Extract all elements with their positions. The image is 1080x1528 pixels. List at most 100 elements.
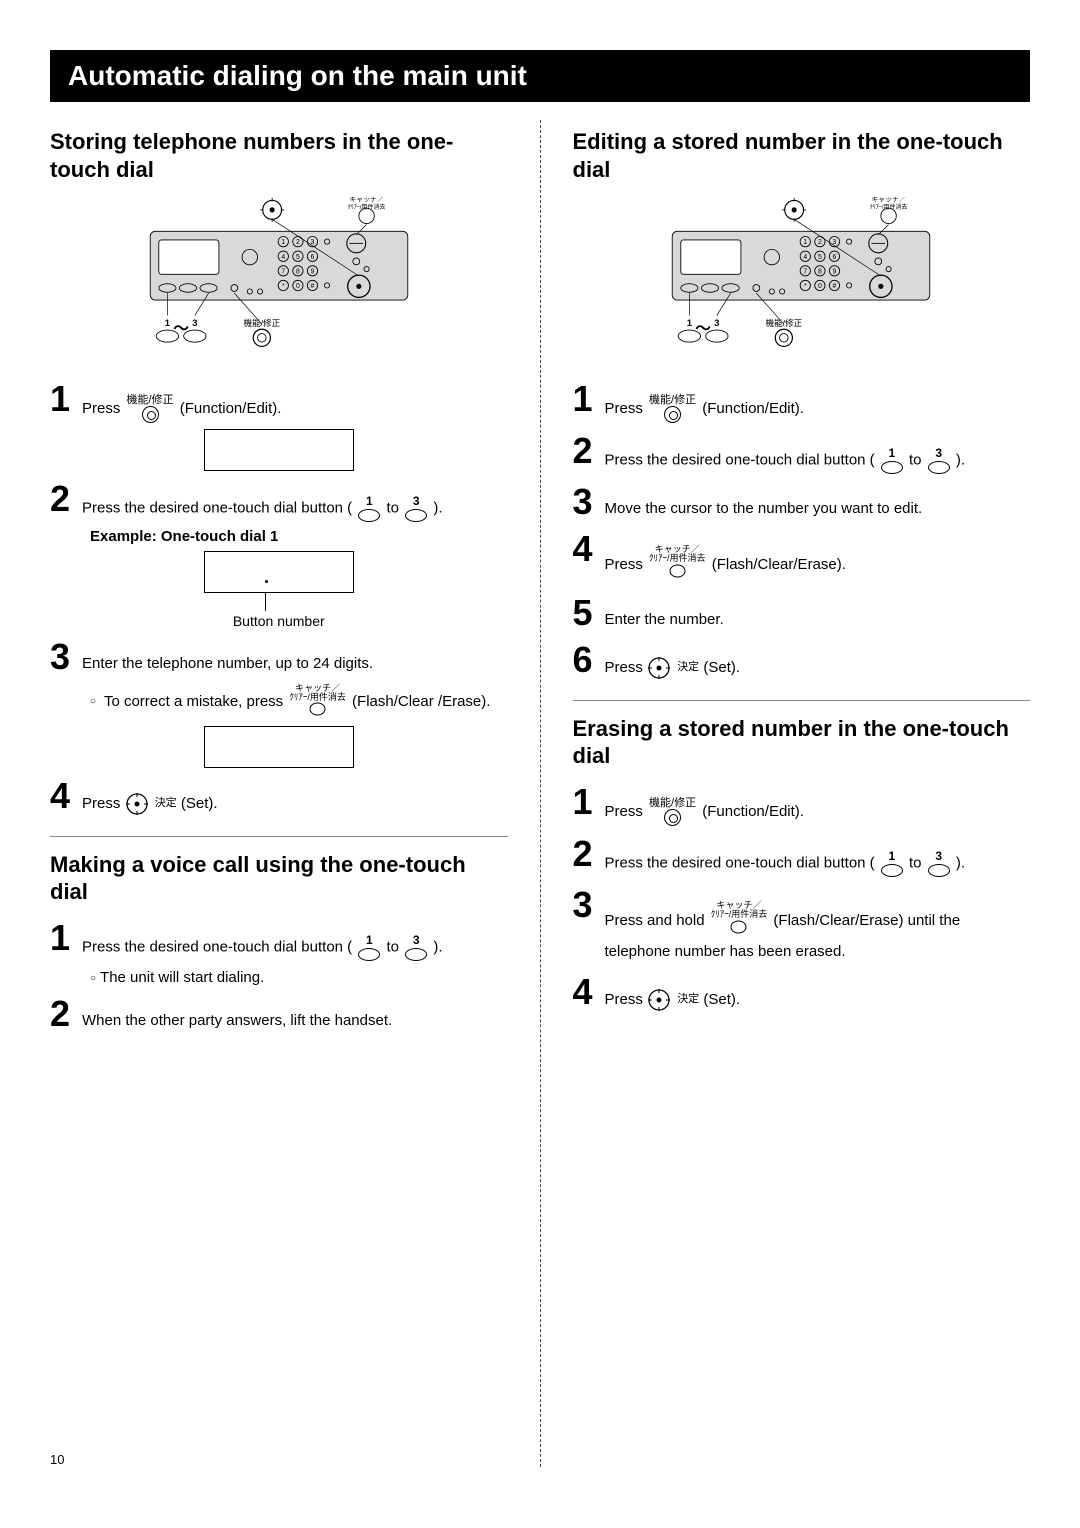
onetouch-1-icon: 1 [881, 850, 903, 877]
step-text: Press the desired one-touch dial button … [605, 451, 879, 468]
svg-text:0: 0 [818, 283, 822, 290]
step-number: 3 [50, 639, 76, 675]
step-text: ). [433, 938, 442, 955]
step-number: 4 [50, 778, 76, 814]
step-number: 2 [50, 996, 76, 1032]
function-button-icon: 機能/修正 [649, 395, 696, 423]
svg-text:機能/修正: 機能/修正 [243, 317, 280, 328]
step-text: (Function/Edit). [180, 400, 282, 417]
svg-text:*: * [804, 283, 807, 290]
onetouch-3-icon: 3 [405, 495, 427, 522]
step-text: Press [605, 556, 648, 573]
svg-text:5: 5 [296, 254, 300, 261]
svg-text:機能/修正: 機能/修正 [766, 317, 803, 328]
step-3-erase: 3 Press and hold キャッチ／ ｸﾘｱｰ/用件消去 (Flash/… [573, 887, 1031, 964]
step-text: Press [605, 400, 643, 417]
step-number: 1 [50, 381, 76, 417]
set-joystick-icon [647, 656, 671, 680]
svg-text:1: 1 [687, 318, 692, 329]
svg-text:～: ～ [696, 321, 712, 338]
example-label: Example: One-touch dial 1 [90, 528, 508, 545]
step-substep: The unit will start dialing. [90, 969, 508, 986]
step-text: Press and hold [605, 912, 709, 929]
step-text: Press the desired one-touch dial button … [82, 938, 356, 955]
page-number: 10 [50, 1452, 508, 1467]
step-text: When the other party answers, lift the h… [82, 996, 392, 1033]
step-1-edit: 1 Press 機能/修正 (Function/Edit). [573, 381, 1031, 423]
step-number: 1 [573, 784, 599, 820]
svg-text:6: 6 [833, 254, 837, 261]
onetouch-1-icon: 1 [881, 447, 903, 474]
clear-button-icon: キャッチ／ ｸﾘｱｰ/用件消去 [649, 545, 706, 586]
set-joystick-icon: 決 [125, 792, 149, 816]
step-number: 2 [50, 481, 76, 517]
step-4-erase: 4 Press 決定 (Set). [573, 974, 1031, 1012]
svg-text:1: 1 [281, 239, 285, 246]
step-text: to [387, 938, 404, 955]
step-substep: To correct a mistake, press キャッチ／ ｸﾘｱｰ/用… [90, 684, 508, 720]
section-title-storing: Storing telephone numbers in the one-tou… [50, 128, 508, 183]
step-3-store: 3 Enter the telephone number, up to 24 d… [50, 639, 508, 676]
onetouch-1-icon: 1 [358, 495, 380, 522]
svg-text:*: * [282, 283, 285, 290]
page-banner: Automatic dialing on the main unit [50, 50, 1030, 102]
step-text: (Function/Edit). [702, 400, 804, 417]
svg-text:#: # [833, 283, 837, 290]
step-text: ). [433, 499, 442, 516]
step-1-erase: 1 Press 機能/修正 (Function/Edit). [573, 784, 1031, 826]
step-number: 4 [573, 531, 599, 567]
svg-text:8: 8 [296, 268, 300, 275]
step-text: to [387, 499, 404, 516]
step-4-store: 4 Press 決 決定 (Set). [50, 778, 508, 816]
svg-text:キャッチ／: キャッチ／ [349, 197, 383, 203]
two-column-layout: Storing telephone numbers in the one-tou… [50, 120, 1030, 1467]
step-3-edit: 3 Move the cursor to the number you want… [573, 484, 1031, 521]
onetouch-3-icon: 3 [928, 447, 950, 474]
svg-text:8: 8 [818, 268, 822, 275]
step-text: Press [605, 658, 648, 675]
svg-text:1: 1 [165, 318, 170, 329]
svg-text:9: 9 [833, 268, 837, 275]
right-column: Editing a stored number in the one-touch… [573, 120, 1031, 1467]
lcd-display-box [204, 726, 354, 768]
section-divider [573, 700, 1031, 701]
svg-text:3: 3 [192, 318, 197, 329]
clear-button-icon: キャッチ／ ｸﾘｱｰ/用件消去 [289, 684, 346, 720]
svg-text:7: 7 [281, 268, 285, 275]
section-title-making-call: Making a voice call using the one-touch … [50, 851, 508, 906]
function-button-icon: 機能/修正 [127, 395, 174, 423]
svg-text:2: 2 [818, 239, 822, 246]
lcd-display-box [204, 429, 354, 471]
svg-text:0: 0 [296, 283, 300, 290]
device-diagram-left: 123 456 789 *0# [109, 197, 449, 367]
step-text: Move the cursor to the number you want t… [605, 484, 923, 521]
step-text: to [909, 854, 926, 871]
step-number: 3 [573, 484, 599, 520]
step-number: 6 [573, 642, 599, 678]
column-divider [540, 120, 541, 1467]
step-number: 1 [573, 381, 599, 417]
device-diagram-right: 123 456 789 *0# [631, 197, 971, 367]
step-text: Press [605, 990, 648, 1007]
svg-text:5: 5 [818, 254, 822, 261]
step-number: 3 [573, 887, 599, 923]
section-divider [50, 836, 508, 837]
svg-text:2: 2 [296, 239, 300, 246]
step-text: to [909, 451, 926, 468]
step-2-store: 2 Press the desired one-touch dial butto… [50, 481, 508, 522]
step-text: (Set). [703, 990, 740, 1007]
set-joystick-icon [647, 988, 671, 1012]
step-text: Enter the telephone number, up to 24 dig… [82, 639, 373, 676]
step-6-edit: 6 Press 決定 (Set). [573, 642, 1031, 680]
onetouch-1-icon: 1 [358, 934, 380, 961]
step-number: 4 [573, 974, 599, 1010]
svg-text:3: 3 [714, 318, 719, 329]
step-number: 2 [573, 836, 599, 872]
svg-text:ｸﾘｱｰ/用件消去: ｸﾘｱｰ/用件消去 [347, 203, 385, 211]
function-button-icon: 機能/修正 [649, 798, 696, 826]
step-number: 1 [50, 920, 76, 956]
step-text: (Flash/Clear/Erase). [712, 556, 846, 573]
step-text: ). [956, 854, 965, 871]
step-text: Press [82, 400, 120, 417]
svg-text:4: 4 [281, 254, 285, 261]
